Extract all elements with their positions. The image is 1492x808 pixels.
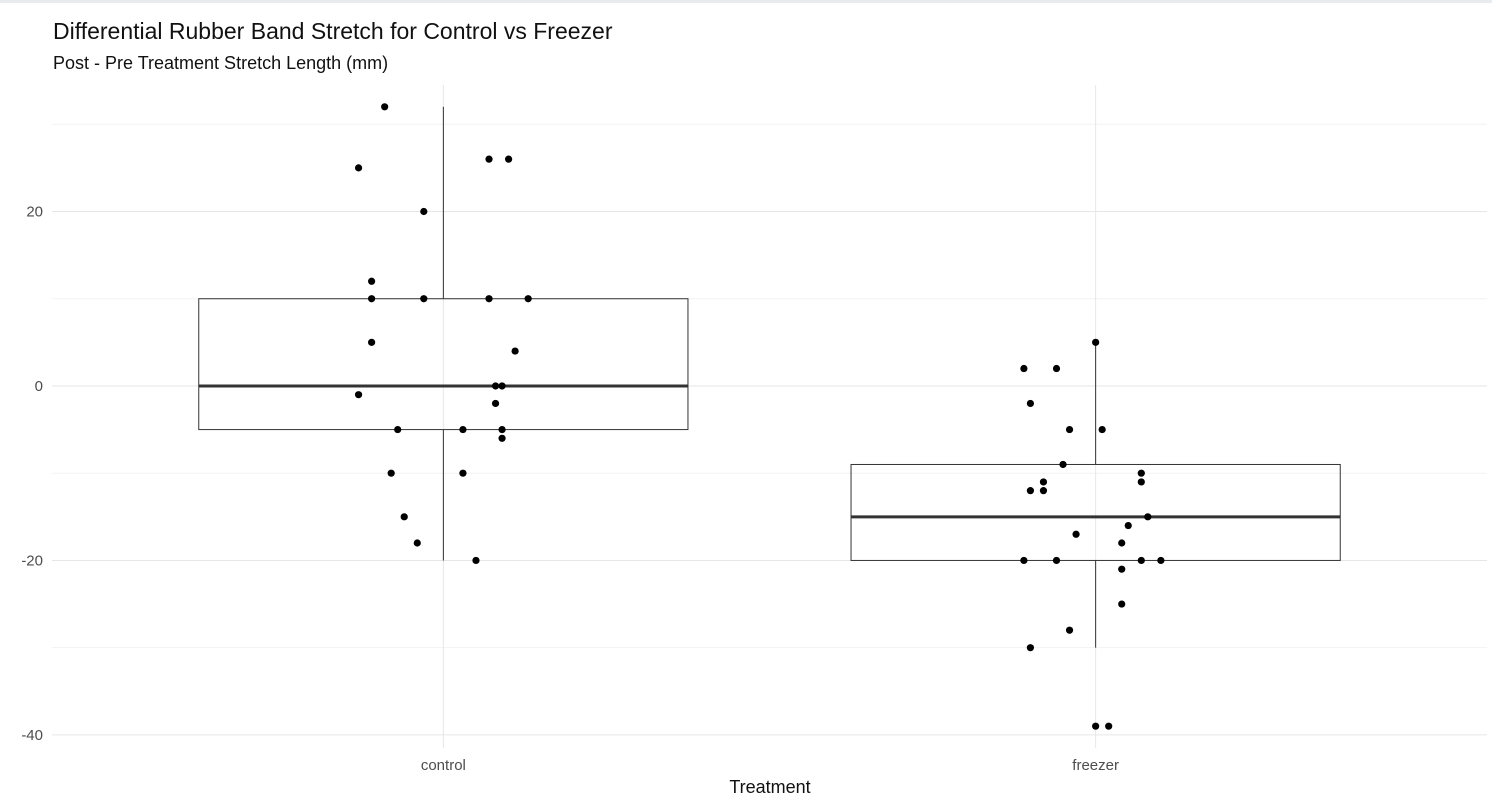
data-point xyxy=(381,103,389,111)
data-point xyxy=(1059,460,1067,469)
y-tick-label: -40 xyxy=(21,727,43,744)
data-point xyxy=(491,399,500,408)
data-point xyxy=(1105,722,1113,730)
data-point xyxy=(1065,626,1074,634)
data-point xyxy=(420,295,428,303)
x-tick-label: freezer xyxy=(1072,757,1119,774)
data-point xyxy=(498,434,506,442)
data-point xyxy=(368,277,376,285)
y-tick-label: 20 xyxy=(26,203,43,220)
data-point xyxy=(420,207,428,216)
data-point xyxy=(368,338,376,346)
data-point xyxy=(485,295,493,303)
data-point xyxy=(1137,478,1145,486)
data-point xyxy=(472,556,480,565)
data-point xyxy=(485,155,493,163)
data-points xyxy=(354,103,1165,730)
data-point xyxy=(1137,556,1145,565)
data-point xyxy=(524,295,532,303)
data-point xyxy=(354,164,363,172)
x-tick-label: control xyxy=(421,757,466,774)
y-tick-label: 0 xyxy=(35,378,43,395)
data-point xyxy=(1137,469,1145,477)
data-point xyxy=(1144,513,1152,521)
data-point xyxy=(1039,478,1048,486)
data-point xyxy=(1092,338,1100,346)
data-point xyxy=(1052,364,1061,373)
data-point xyxy=(1026,487,1035,495)
boxes xyxy=(198,106,1341,648)
box-control xyxy=(198,298,689,431)
data-point xyxy=(1020,364,1028,373)
chart-subtitle: Post - Pre Treatment Stretch Length (mm) xyxy=(53,53,389,73)
data-point xyxy=(1039,487,1048,495)
data-point xyxy=(1118,565,1126,573)
x-axis-title: Treatment xyxy=(729,777,810,797)
data-point xyxy=(511,347,519,355)
data-point xyxy=(498,425,506,434)
data-point xyxy=(387,469,395,477)
data-point xyxy=(354,391,363,399)
data-point xyxy=(491,382,500,390)
data-point xyxy=(498,382,506,390)
data-point xyxy=(1118,600,1126,608)
data-point xyxy=(368,295,376,303)
data-point xyxy=(1092,722,1100,730)
data-point xyxy=(1020,556,1028,565)
data-point xyxy=(1052,556,1061,565)
data-point xyxy=(413,539,421,547)
top-border xyxy=(0,0,1492,3)
box-freezer xyxy=(850,463,1341,561)
data-point xyxy=(459,425,467,434)
data-point xyxy=(1026,644,1035,652)
data-point xyxy=(1118,539,1126,547)
data-point xyxy=(504,155,513,163)
data-point xyxy=(1157,556,1165,565)
data-point xyxy=(394,425,402,434)
grid-lines xyxy=(52,85,1487,748)
data-point xyxy=(1065,425,1074,434)
data-point xyxy=(1098,425,1106,434)
data-point xyxy=(1026,399,1035,408)
data-point xyxy=(1072,530,1080,538)
axes: -40 -20 0 20 control freezer xyxy=(21,203,1119,774)
data-point xyxy=(459,469,467,477)
chart-title: Differential Rubber Band Stretch for Con… xyxy=(53,18,613,44)
y-tick-label: -20 xyxy=(21,552,43,569)
data-point xyxy=(1124,521,1132,530)
data-point xyxy=(400,513,408,521)
